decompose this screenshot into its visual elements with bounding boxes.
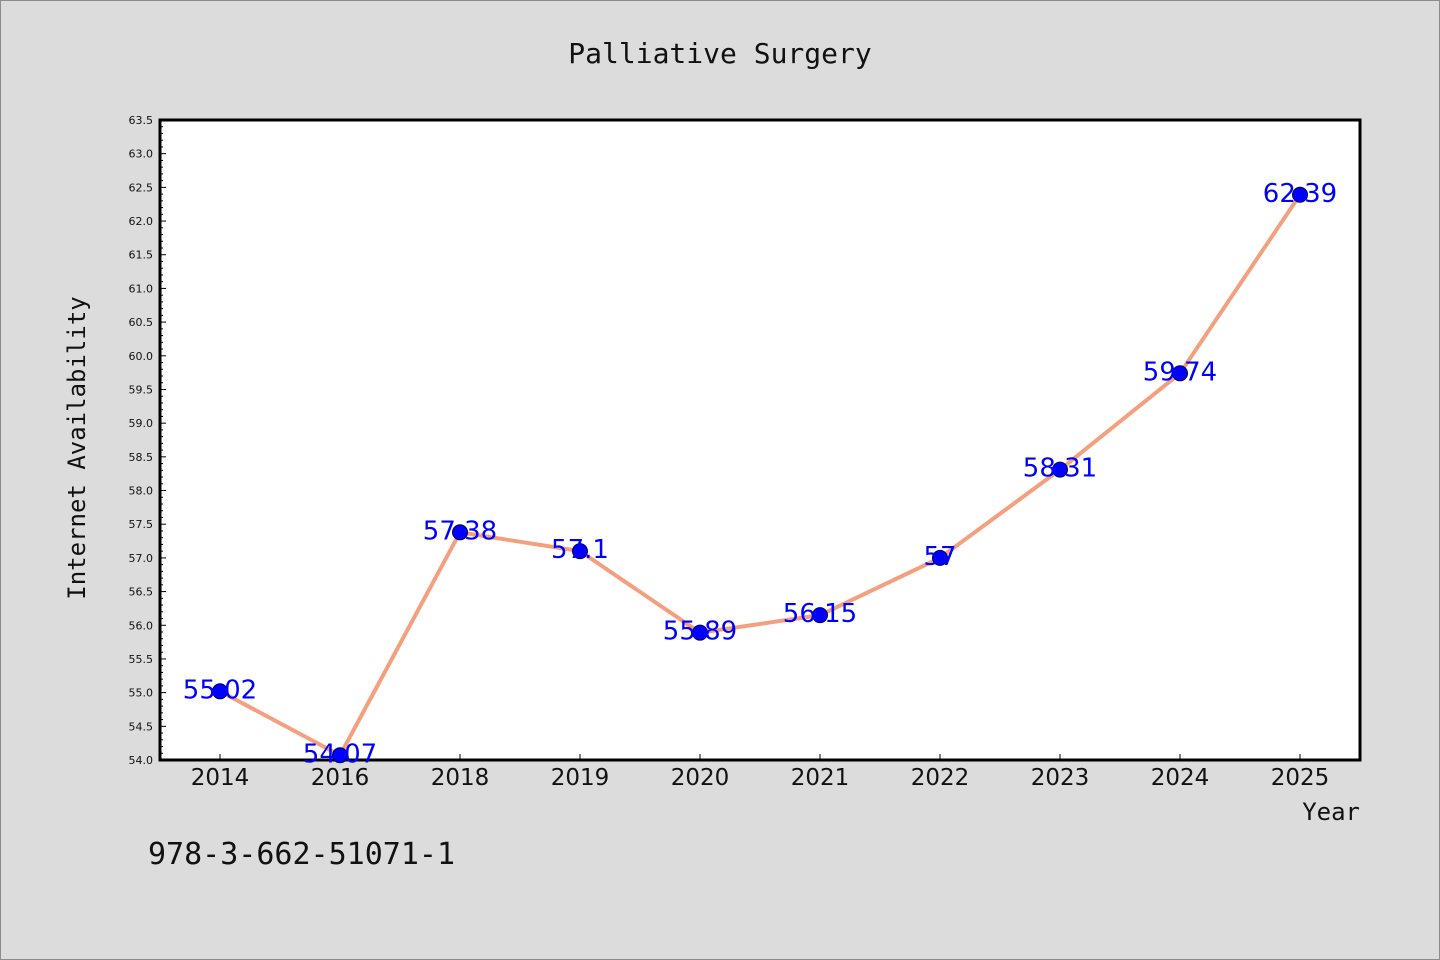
series-line: [218, 192, 1302, 758]
data-point: [812, 607, 828, 624]
data-point: [1292, 186, 1308, 203]
x-tick-label: 2025: [1271, 765, 1330, 791]
y-tick-label: 56.5: [129, 586, 154, 599]
data-point: [692, 624, 708, 641]
y-tick-label: 56.0: [129, 619, 154, 632]
isbn-footer: 978-3-662-51071-1: [148, 837, 455, 872]
y-tick-label: 55.0: [129, 687, 154, 700]
x-tick-label: 2021: [791, 765, 850, 791]
data-label: 62.39: [1263, 179, 1337, 209]
y-tick-label: 58.0: [129, 485, 154, 498]
x-tick-label: 2018: [431, 765, 490, 791]
y-tick-label: 63.5: [129, 114, 154, 127]
data-label: 57: [923, 542, 956, 572]
x-tick-label: 2016: [311, 765, 370, 791]
x-tick-label: 2023: [1031, 765, 1090, 791]
y-tick-label: 59.0: [129, 417, 154, 430]
y-tick-label: 62.5: [129, 181, 154, 194]
y-tick-label: 54.5: [129, 720, 154, 733]
data-point: [1052, 461, 1068, 478]
y-tick-label: 54.0: [129, 754, 154, 767]
x-tick-label: 2022: [911, 765, 970, 791]
x-axis-label: Year: [1302, 798, 1360, 826]
data-markers: [212, 186, 1308, 764]
y-tick-label: 57.5: [129, 518, 154, 531]
plot-area: [158, 118, 1362, 762]
data-point: [452, 524, 468, 541]
data-label: 58.31: [1023, 454, 1097, 484]
data-label: 56.15: [783, 599, 857, 629]
y-axis-ticks: 54.0 54.5 55.0 55.5 56.0 56.5 57.0 57.5 58.0 58.5…: [129, 114, 166, 767]
data-point: [932, 549, 948, 566]
x-tick-label: 2024: [1151, 765, 1210, 791]
y-tick-label: 60.5: [129, 316, 154, 329]
data-label: 57.1: [551, 535, 609, 565]
y-tick-label: 59.5: [129, 383, 154, 396]
data-point: [1172, 365, 1188, 382]
series-line-group: [218, 192, 1302, 758]
y-tick-label: 62.0: [129, 215, 154, 228]
data-label: 55.89: [663, 617, 737, 647]
y-tick-label: 57.0: [129, 552, 154, 565]
y-tick-label: 63.0: [129, 148, 154, 161]
y-tick-label: 55.5: [129, 653, 154, 666]
y-axis-label: Internet Availability: [63, 296, 91, 599]
data-label: 57.38: [423, 516, 497, 546]
data-point: [332, 747, 348, 764]
chart-title: Palliative Surgery: [568, 37, 871, 70]
x-tick-label: 2020: [671, 765, 730, 791]
data-label: 54.07: [303, 739, 377, 769]
x-tick-label: 2019: [551, 765, 610, 791]
y-tick-label: 61.5: [129, 249, 154, 262]
y-tick-label: 61.0: [129, 282, 154, 295]
data-point: [572, 543, 588, 560]
y-tick-label: 60.0: [129, 350, 154, 363]
x-tick-label: 2014: [191, 765, 250, 791]
data-label: 55.02: [183, 675, 257, 705]
data-labels: 55.02 54.07 57.38 57.1 55.89 56.15 57 58.31 59.7…: [183, 179, 1337, 770]
data-point: [212, 683, 228, 700]
y-tick-label: 58.5: [129, 451, 154, 464]
data-label: 59.74: [1143, 357, 1217, 387]
